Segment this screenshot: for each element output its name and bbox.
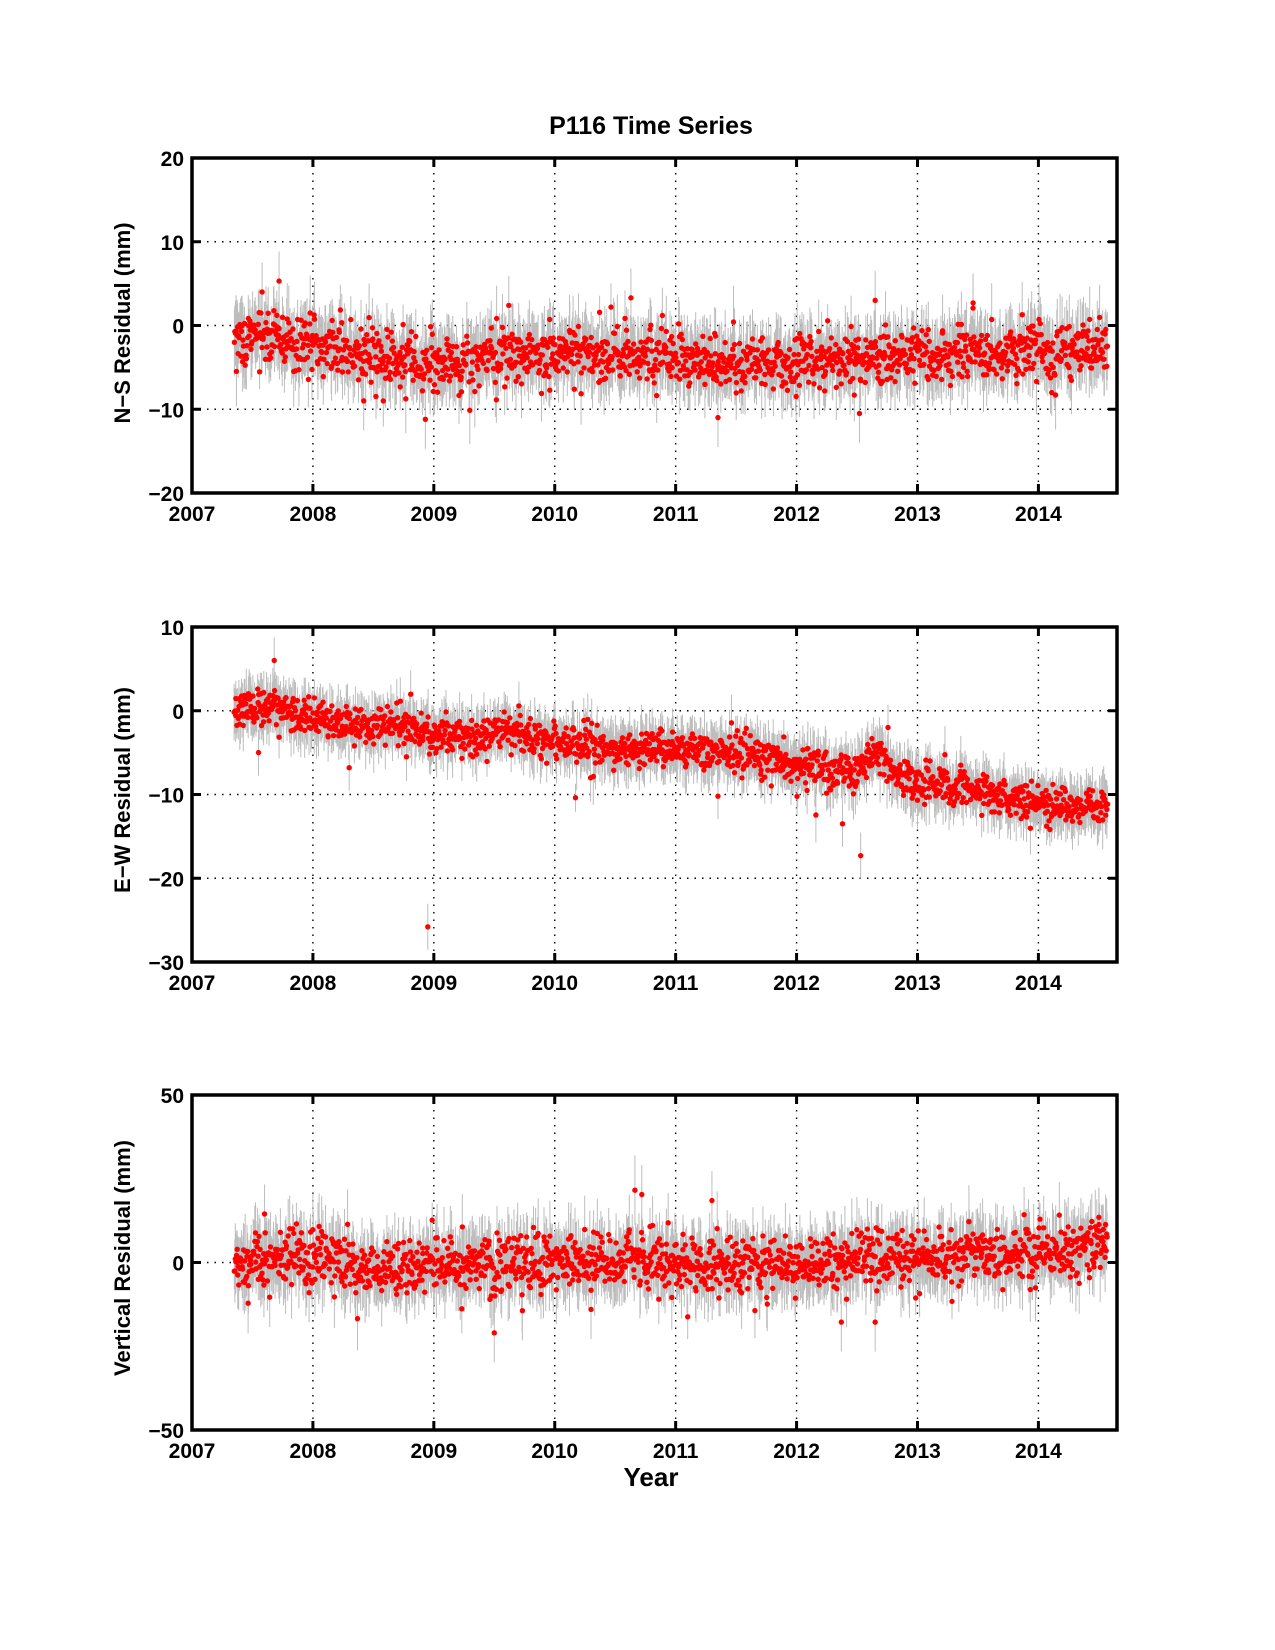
error-bars-ew xyxy=(233,667,1109,855)
x-tick-label: 2010 xyxy=(531,1440,578,1463)
outlier-point xyxy=(872,297,878,304)
x-tick-label: 2010 xyxy=(531,972,578,995)
x-tick-label: 2012 xyxy=(773,972,820,995)
y-tick-label: 0 xyxy=(172,701,184,724)
y-tick-label: −10 xyxy=(148,399,184,422)
x-tick-label: 2007 xyxy=(169,1440,216,1463)
outlier-point xyxy=(271,657,277,664)
y-tick-label: 0 xyxy=(172,316,184,339)
figure-title: P116 Time Series xyxy=(549,112,753,140)
x-tick-label: 2012 xyxy=(773,1440,820,1463)
outlier-point xyxy=(360,398,367,404)
outlier-point xyxy=(715,414,721,421)
y-tick-label: −30 xyxy=(148,952,184,975)
x-tick-label: 2009 xyxy=(410,972,457,995)
data-points-vertical xyxy=(231,1187,1110,1322)
outlier-point xyxy=(425,924,431,930)
x-tick-label: 2011 xyxy=(653,972,699,995)
panel-ew: 2007 2008 2009 2010 2011 2012 2013 2014 −30 −20 −1… xyxy=(110,617,1119,995)
x-tick-label: 2014 xyxy=(1015,503,1062,526)
ylabel-ns: N−S Residual (mm) xyxy=(110,222,135,423)
panel-vertical: 2007 2008 2009 2010 2011 2012 2013 2014 −50 0 50 V… xyxy=(110,1085,1119,1492)
outlier-point xyxy=(1096,1214,1102,1220)
y-tick-label: 20 xyxy=(161,148,184,171)
y-tick-label: −20 xyxy=(148,868,184,891)
outlier-point xyxy=(715,793,721,799)
xlabel-year: Year xyxy=(624,1462,679,1492)
outlier-point xyxy=(422,416,429,422)
outlier-point xyxy=(506,302,512,309)
y-tick-label: −10 xyxy=(148,785,184,808)
x-tick-label: 2011 xyxy=(653,503,699,526)
y-tick-label: 10 xyxy=(161,232,184,255)
x-tick-label: 2013 xyxy=(894,1440,941,1463)
ylabel-vertical: Vertical Residual (mm) xyxy=(110,1140,135,1376)
outlier-point xyxy=(261,1211,268,1217)
x-tick-label: 2009 xyxy=(410,1440,457,1463)
x-tick-label: 2014 xyxy=(1015,1440,1062,1463)
outlier-point xyxy=(346,765,352,771)
y-tick-label: −20 xyxy=(148,483,184,506)
x-tick-label: 2013 xyxy=(894,972,941,995)
y-tick-label: 50 xyxy=(161,1085,184,1108)
outlier-point xyxy=(491,1330,497,1336)
x-tick-label: 2011 xyxy=(653,1440,699,1463)
ylabel-ew: E−W Residual (mm) xyxy=(110,687,135,893)
outlier-point xyxy=(839,821,846,827)
outlier-point xyxy=(872,1319,878,1325)
outlier-point xyxy=(838,1319,845,1325)
outlier-point xyxy=(857,852,864,859)
x-tick-label: 2008 xyxy=(290,972,337,995)
x-tick-label: 2008 xyxy=(290,503,337,526)
x-tick-label: 2014 xyxy=(1015,972,1062,995)
x-tick-label: 2007 xyxy=(169,972,216,995)
y-tick-label: −50 xyxy=(148,1420,184,1443)
outlier-point xyxy=(588,1306,594,1313)
data-points-ns xyxy=(231,304,1111,413)
outlier-point xyxy=(259,289,265,295)
x-tick-label: 2012 xyxy=(773,503,820,526)
data-points-ew xyxy=(231,686,1111,833)
x-tick-label: 2007 xyxy=(169,503,216,526)
y-tick-label: 10 xyxy=(161,617,184,640)
x-tick-label: 2008 xyxy=(290,1440,337,1463)
y-tick-label: 0 xyxy=(172,1253,184,1276)
x-tick-label: 2009 xyxy=(410,503,457,526)
panel-ns: 2007 2008 2009 2010 2011 2012 2013 2014 −20 −10 0 1… xyxy=(110,148,1119,526)
x-tick-label: 2010 xyxy=(531,503,578,526)
outlier-point xyxy=(255,749,262,756)
outlier-point xyxy=(639,1191,645,1198)
outlier-point xyxy=(856,410,863,417)
outlier-point xyxy=(276,278,282,284)
x-tick-label: 2013 xyxy=(894,503,941,526)
outlier-point xyxy=(709,1197,715,1204)
outlier-point xyxy=(628,295,634,301)
outlier-point xyxy=(970,300,976,306)
